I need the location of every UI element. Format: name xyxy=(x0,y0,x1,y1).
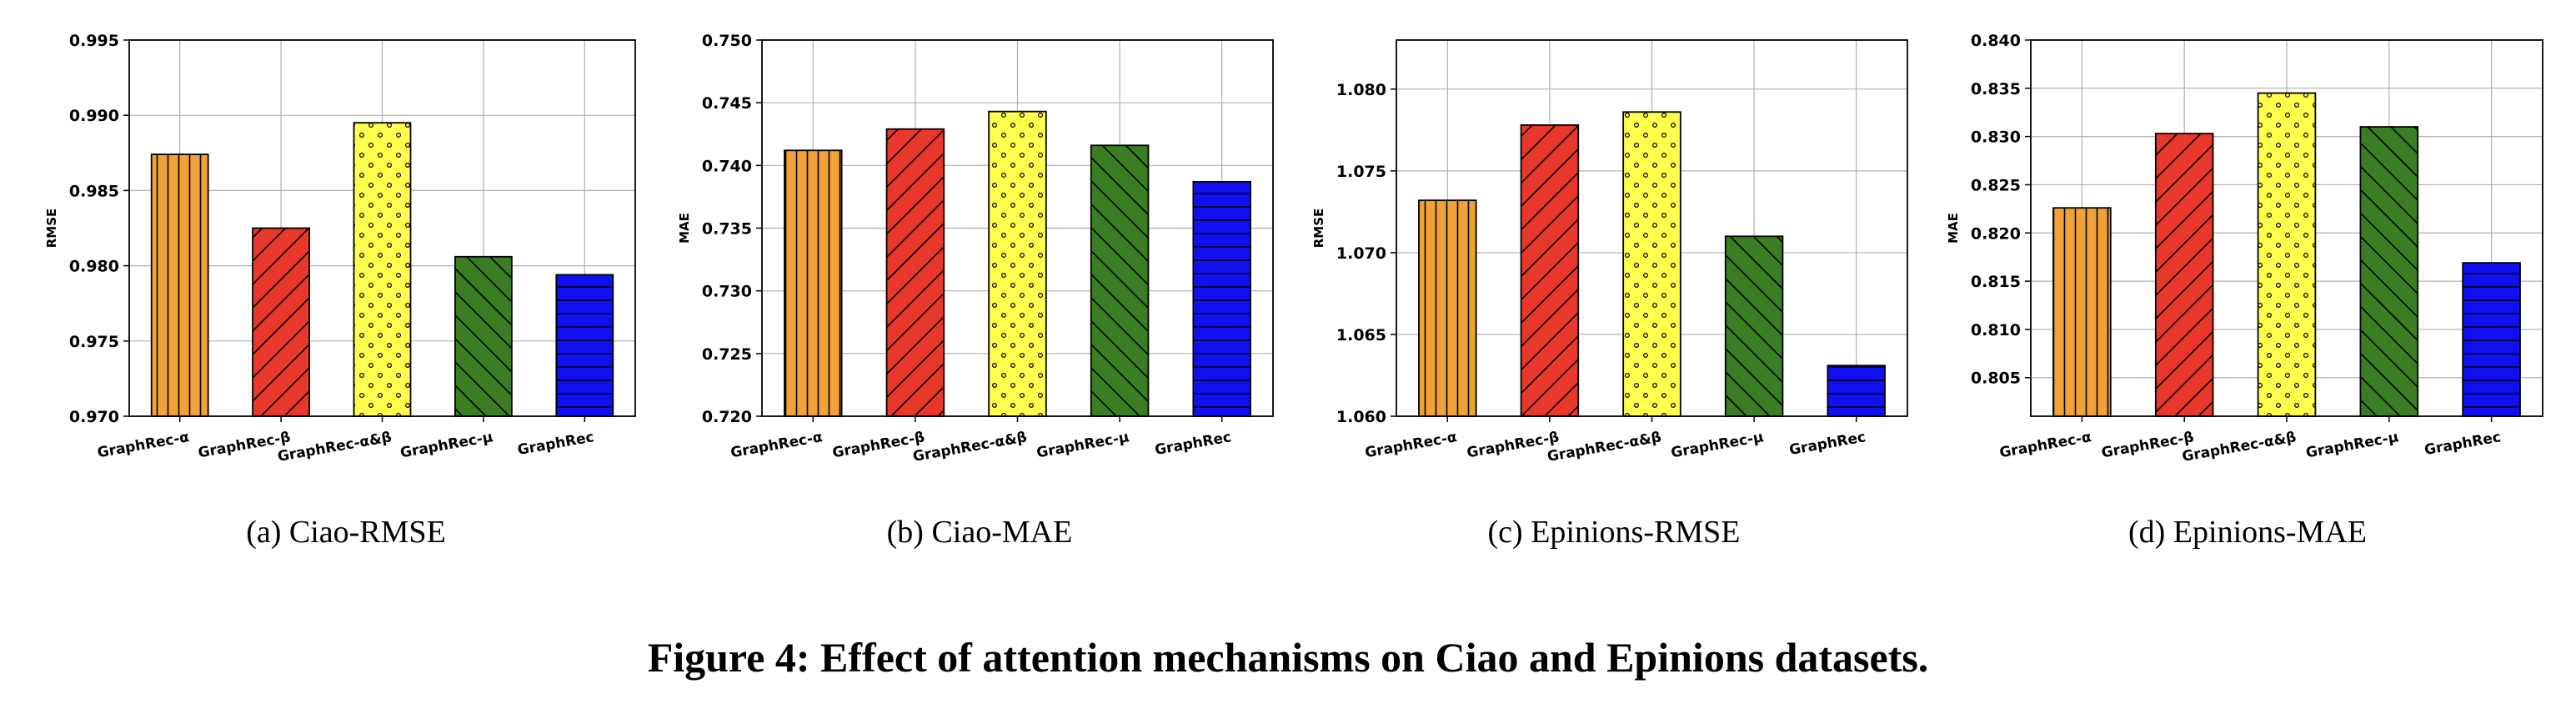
bar xyxy=(2154,133,2214,417)
bar xyxy=(885,128,945,417)
subfigure-caption: (b) Ciao-MAE xyxy=(887,515,1073,550)
y-tick-label: 0.980 xyxy=(69,258,119,276)
bar xyxy=(150,153,209,417)
y-tick-label: 0.740 xyxy=(702,157,752,175)
subfigure-caption: (a) Ciao-RMSE xyxy=(246,515,446,550)
y-tick-label: 0.730 xyxy=(702,283,752,301)
y-tick-label: 0.835 xyxy=(1971,80,2021,98)
y-tick-label: 0.735 xyxy=(702,220,752,239)
chart-1: 0.970 0.975 0.980 0.985 0.990 0.995 RMSE GraphR… xyxy=(44,32,636,550)
subfigure-caption: (d) Epinions-MAE xyxy=(2128,515,2367,550)
x-tick-label: GraphRec-β xyxy=(831,429,926,461)
y-tick-label: 0.825 xyxy=(1971,176,2021,194)
y-tick-label: 0.985 xyxy=(69,182,119,200)
chart-2: 0.720 0.725 0.730 0.735 0.740 0.745 0.750 MAE Gr… xyxy=(677,32,1274,550)
y-tick-label: 0.820 xyxy=(1971,224,2021,243)
subfigure-caption: (c) Epinions-RMSE xyxy=(1488,515,1741,550)
bar xyxy=(1622,111,1681,417)
y-axis-label: RMSE xyxy=(1311,209,1326,249)
bar xyxy=(252,227,310,417)
y-tick-label: 0.995 xyxy=(69,32,119,50)
x-tick-label: GraphRec-α xyxy=(96,429,190,461)
bar xyxy=(454,255,513,417)
bar xyxy=(1827,365,1886,417)
figure-caption: Figure 4: Effect of attention mechanisms… xyxy=(648,634,1929,681)
x-tick-label: GraphRec-μ xyxy=(1035,429,1130,461)
x-tick-label: GraphRec-α xyxy=(1364,429,1458,461)
x-tick-label: GraphRec xyxy=(1788,429,1867,459)
x-tick-label: GraphRec xyxy=(516,429,595,459)
y-tick-label: 0.975 xyxy=(69,333,119,351)
bar xyxy=(1192,180,1251,417)
y-tick-label: 0.725 xyxy=(702,345,752,364)
x-tick-label: GraphRec xyxy=(1154,429,1233,459)
x-tick-label: GraphRec-α&β xyxy=(276,429,393,465)
chart-4: 0.805 0.810 0.815 0.820 0.825 0.830 0.835 0.840… xyxy=(1946,32,2543,550)
charts-container: 0.970 0.975 0.980 0.985 0.990 0.995 RMSE GraphR… xyxy=(44,32,2543,550)
x-tick-label: GraphRec-β xyxy=(1466,429,1561,461)
x-tick-label: GraphRec-α&β xyxy=(2181,429,2298,465)
bar xyxy=(784,149,843,417)
bar xyxy=(1418,199,1477,417)
y-axis-label: MAE xyxy=(677,213,692,244)
bar xyxy=(1724,235,1784,417)
x-tick-label: GraphRec-μ xyxy=(399,429,494,461)
y-tick-label: 1.065 xyxy=(1336,326,1386,344)
y-tick-label: 0.750 xyxy=(702,32,752,50)
y-tick-label: 0.990 xyxy=(69,107,119,125)
y-tick-label: 0.970 xyxy=(69,408,119,426)
y-axis-label: RMSE xyxy=(44,209,59,249)
bar xyxy=(2359,126,2419,417)
y-axis-label: MAE xyxy=(1946,213,1961,244)
x-tick-label: GraphRec-α xyxy=(1998,429,2092,461)
y-tick-label: 0.745 xyxy=(702,94,752,113)
bar xyxy=(555,274,614,417)
y-tick-label: 0.810 xyxy=(1971,321,2021,339)
x-tick-label: GraphRec-α&β xyxy=(1546,429,1662,465)
bar xyxy=(2257,92,2317,417)
y-tick-label: 1.075 xyxy=(1336,163,1386,181)
y-tick-label: 0.815 xyxy=(1971,273,2021,291)
y-tick-label: 1.070 xyxy=(1336,244,1386,263)
y-tick-label: 1.060 xyxy=(1336,408,1386,426)
x-tick-label: GraphRec-μ xyxy=(2305,429,2400,461)
x-tick-label: GraphRec-β xyxy=(2100,429,2195,461)
y-tick-label: 0.830 xyxy=(1971,128,2021,147)
y-tick-label: 0.805 xyxy=(1971,370,2021,388)
bar xyxy=(1520,124,1580,417)
y-tick-label: 0.720 xyxy=(702,408,752,426)
bar xyxy=(353,122,412,417)
x-tick-label: GraphRec-μ xyxy=(1670,429,1765,461)
y-tick-label: 1.080 xyxy=(1336,81,1386,99)
x-tick-label: GraphRec xyxy=(2423,429,2503,459)
bar xyxy=(2462,262,2521,417)
y-tick-label: 0.840 xyxy=(1971,32,2021,50)
bar xyxy=(1090,144,1150,417)
x-tick-label: GraphRec-α xyxy=(729,429,824,461)
bar xyxy=(988,110,1047,417)
x-tick-label: GraphRec-α&β xyxy=(911,429,1028,465)
bar xyxy=(2052,207,2112,417)
